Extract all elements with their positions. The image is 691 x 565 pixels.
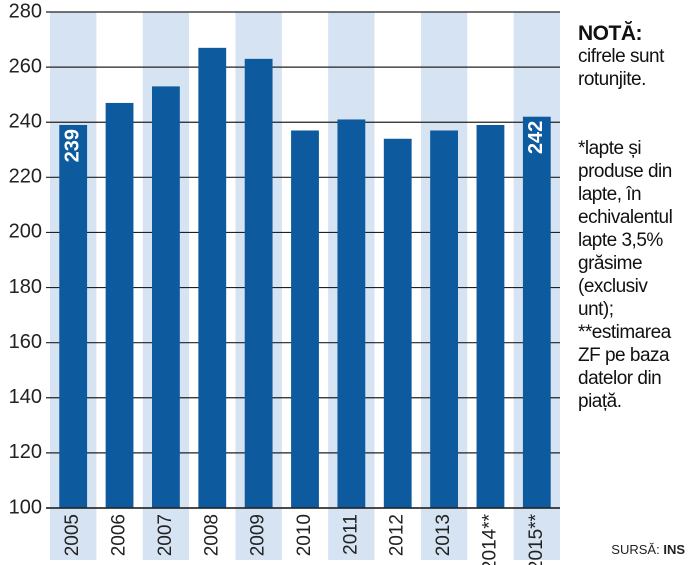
source: SURSĂ: INS <box>611 542 685 557</box>
text-line: datelor din <box>578 368 662 389</box>
x-tick-label: 2005 <box>62 514 83 556</box>
value-label: 242 <box>525 121 547 154</box>
text-line: **estimarea <box>578 322 671 343</box>
bar <box>337 119 366 508</box>
x-tick-label: 2009 <box>248 514 269 556</box>
text-line: echivalentul <box>578 207 673 228</box>
text-line: produse din <box>578 161 672 182</box>
y-tick-label: 200 <box>9 221 42 243</box>
y-tick-label: 240 <box>9 111 42 133</box>
text-line: grăsime <box>578 253 643 274</box>
y-tick-label: 100 <box>9 496 42 518</box>
source-label: SURSĂ: <box>611 542 660 557</box>
x-tick-label: 2015** <box>526 513 547 565</box>
bar <box>476 124 505 508</box>
note-text: cifrele sunt rotunjite. <box>578 45 688 91</box>
x-tick-label: 2011 <box>340 514 361 555</box>
text-line: piață. <box>578 391 622 412</box>
text-line: *lapte și <box>578 138 642 159</box>
source-value: INS <box>663 542 685 557</box>
x-tick-label: 2007 <box>155 514 176 556</box>
footnote: *lapte și produse din lapte, în echivalentu… <box>578 137 688 413</box>
x-tick-label: 2006 <box>109 514 130 556</box>
bar <box>522 116 551 508</box>
x-tick-label: 2008 <box>201 514 222 556</box>
text-line: lapte 3,5% <box>578 230 663 251</box>
x-tick-label: 2012 <box>387 514 408 556</box>
y-tick-label: 180 <box>9 276 42 298</box>
y-tick-label: 120 <box>9 441 42 463</box>
text-line: ZF pe baza <box>578 345 670 366</box>
bar <box>430 130 458 508</box>
note-title: NOTĂ: <box>578 22 643 45</box>
y-tick-label: 260 <box>9 55 42 77</box>
x-tick-label: 2010 <box>294 514 315 556</box>
bar <box>59 124 88 508</box>
text-line: unt); <box>578 299 614 320</box>
y-tick-label: 280 <box>9 0 42 22</box>
x-tick-label: 2014** <box>479 513 500 565</box>
bar <box>152 86 180 509</box>
bar <box>105 102 134 508</box>
bar <box>244 58 273 508</box>
y-tick-label: 160 <box>9 331 42 353</box>
bar <box>291 130 319 508</box>
bar <box>198 47 227 508</box>
text-line: cifrele sunt <box>578 46 664 67</box>
notes: NOTĂ: cifrele sunt rotunjite. *lapte și pr… <box>578 22 688 413</box>
text-line: (exclusiv <box>578 276 648 297</box>
text-line: lapte, în <box>578 184 642 205</box>
x-tick-label: 2013 <box>433 514 454 556</box>
y-tick-label: 140 <box>9 386 42 408</box>
bar <box>383 138 412 508</box>
text-line: rotunjite. <box>578 69 646 90</box>
value-label: 239 <box>61 129 83 162</box>
chart: 100 120 140 160 180 200 220 240 260 280 239 2005 200… <box>9 0 560 565</box>
y-tick-label: 220 <box>9 166 42 188</box>
